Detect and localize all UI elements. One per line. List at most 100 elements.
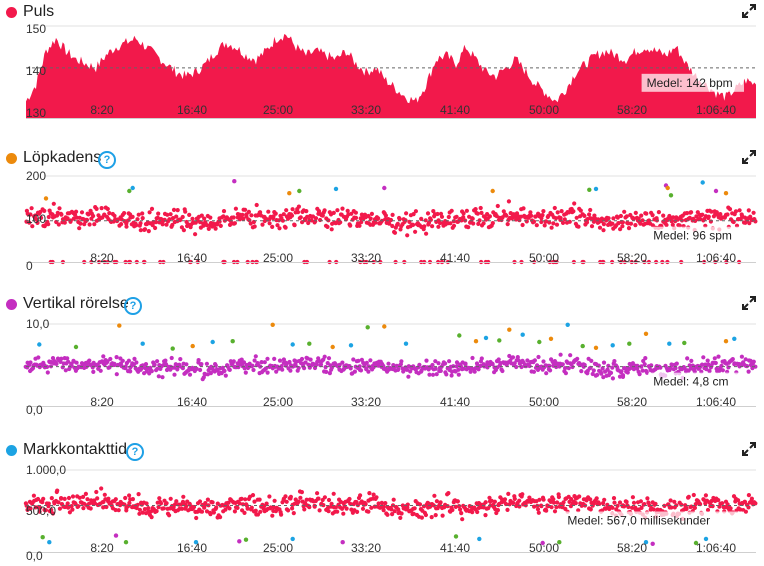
data-point xyxy=(597,501,602,506)
outlier-point xyxy=(627,341,632,346)
data-point xyxy=(116,508,121,513)
data-point xyxy=(70,494,76,499)
data-point xyxy=(638,499,644,504)
outlier-point xyxy=(382,185,387,191)
outlier-point xyxy=(348,343,354,348)
data-point xyxy=(253,354,258,359)
markkontakt-header: Markkontakttid ? xyxy=(0,438,764,464)
data-point xyxy=(198,367,203,373)
data-point xyxy=(143,362,149,367)
data-point xyxy=(165,212,170,217)
outlier-point xyxy=(123,540,129,545)
data-point xyxy=(470,355,475,361)
data-point xyxy=(193,232,198,237)
data-point xyxy=(510,355,516,360)
data-point xyxy=(496,357,501,362)
data-point xyxy=(309,218,314,223)
data-point xyxy=(322,208,327,213)
data-point xyxy=(54,361,59,366)
expand-icon[interactable] xyxy=(742,150,756,164)
data-point xyxy=(158,501,164,506)
data-point xyxy=(199,509,205,514)
data-point xyxy=(597,225,603,230)
data-point xyxy=(295,210,301,215)
data-point xyxy=(743,357,748,362)
data-point xyxy=(460,517,465,522)
data-point xyxy=(45,370,50,375)
vertikal-panel: Vertikal rörelse ? 10,0 0,0 8:20 16:40 25:00… xyxy=(0,292,764,422)
data-point xyxy=(461,211,466,216)
data-point xyxy=(748,358,753,363)
data-point xyxy=(574,215,579,220)
data-point xyxy=(751,359,756,364)
data-point xyxy=(413,229,418,234)
question-mark-circle-icon[interactable]: ? xyxy=(124,297,142,315)
y-tick-label: 0,0 xyxy=(26,549,43,563)
data-point xyxy=(174,214,179,219)
outlier-point xyxy=(537,339,542,345)
data-point xyxy=(106,496,111,501)
x-tick-label: 16:40 xyxy=(177,251,207,265)
data-point xyxy=(58,359,63,364)
data-point xyxy=(92,222,97,227)
expand-icon[interactable] xyxy=(742,442,756,456)
data-point xyxy=(157,496,162,501)
data-point xyxy=(349,211,354,216)
data-point xyxy=(560,220,566,225)
data-point xyxy=(315,491,320,496)
data-point xyxy=(323,365,328,370)
data-point xyxy=(733,209,739,214)
data-point xyxy=(208,215,213,220)
data-point xyxy=(201,375,206,380)
average-label: Medel: 96 spm xyxy=(653,229,732,243)
data-point xyxy=(562,217,567,222)
data-point xyxy=(687,215,692,220)
outlier-point xyxy=(130,185,135,191)
outlier-point xyxy=(382,324,387,329)
data-point xyxy=(643,356,648,361)
data-point xyxy=(456,367,461,372)
expand-icon[interactable] xyxy=(742,296,756,310)
data-point xyxy=(304,497,309,502)
data-point xyxy=(388,217,394,223)
data-point xyxy=(279,512,284,517)
data-point xyxy=(476,221,481,226)
data-point xyxy=(577,494,582,499)
data-point xyxy=(397,216,402,222)
data-point xyxy=(474,361,480,366)
x-tick-label: 8:20 xyxy=(90,395,114,409)
x-tick-label: 1:06:40 xyxy=(696,395,736,409)
data-point xyxy=(511,500,516,505)
expand-icon[interactable] xyxy=(742,4,756,18)
data-point xyxy=(329,227,334,232)
data-point xyxy=(217,219,222,224)
data-point xyxy=(366,369,371,374)
data-point xyxy=(552,205,557,211)
data-point xyxy=(620,373,626,378)
data-point xyxy=(146,506,151,511)
data-point xyxy=(127,500,132,506)
data-point xyxy=(383,213,388,218)
data-point xyxy=(618,227,623,232)
data-point xyxy=(525,358,530,363)
data-point xyxy=(495,508,500,513)
question-mark-circle-icon[interactable]: ? xyxy=(98,151,116,169)
data-point xyxy=(63,368,68,373)
x-tick-label: 50:00 xyxy=(529,395,559,409)
data-point xyxy=(317,508,322,513)
outlier-point xyxy=(473,339,479,344)
x-tick-label: 1:06:40 xyxy=(696,251,736,265)
data-point xyxy=(435,211,440,217)
lopkadens-dot-icon xyxy=(6,153,17,164)
data-point xyxy=(434,499,439,504)
data-point xyxy=(561,500,566,505)
data-point xyxy=(704,367,709,372)
data-point xyxy=(239,357,244,362)
data-point xyxy=(373,220,378,225)
data-point xyxy=(555,500,560,505)
data-point xyxy=(218,515,223,520)
data-point xyxy=(433,359,438,364)
question-mark-circle-icon[interactable]: ? xyxy=(126,443,144,461)
data-point xyxy=(504,213,509,218)
data-point xyxy=(242,510,247,515)
